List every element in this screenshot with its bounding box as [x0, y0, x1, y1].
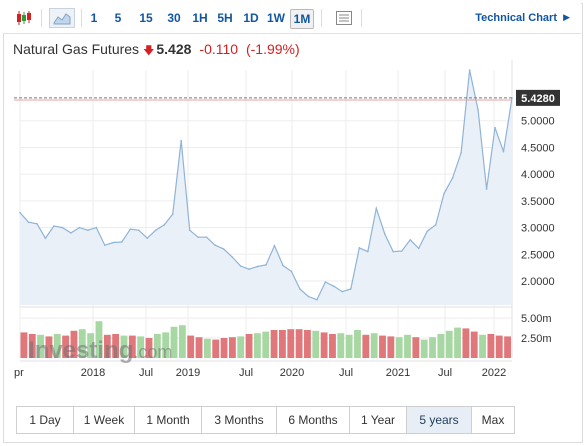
range-max[interactable]: Max	[481, 413, 505, 427]
range-1-week[interactable]: 1 Week	[74, 407, 135, 433]
area-chart-icon[interactable]	[49, 8, 75, 28]
quote-header: Natural Gas Futures 🡇 5.428 -0.110 (-1.99%)	[13, 41, 300, 59]
interval-1w[interactable]: 1W	[267, 11, 285, 25]
last-price: 5.428	[156, 41, 192, 57]
chevron-right-icon[interactable]: ▶	[563, 12, 570, 22]
price-change: -0.110	[199, 41, 239, 57]
price-change-percent: (-1.99%)	[245, 41, 300, 57]
toolbar-separator	[321, 9, 322, 27]
interval-1h[interactable]: 1H	[192, 11, 208, 25]
down-arrow-icon: 🡇	[143, 45, 155, 57]
table-view-icon[interactable]	[333, 8, 355, 28]
interval-5[interactable]: 5	[114, 11, 122, 25]
interval-5h[interactable]: 5H	[217, 11, 233, 25]
chart-toolbar: 1 5 15 30 1H 5H 1D 1W 1M Technical Chart…	[3, 3, 581, 34]
range-selector: 1 Day 1 Week 1 Month 3 Months 6 Months 1…	[16, 406, 515, 434]
toolbar-separator	[81, 9, 82, 27]
range-3-months[interactable]: 3 Months	[202, 407, 277, 433]
toolbar-separator	[41, 9, 42, 27]
range-6-months[interactable]: 6 Months	[277, 407, 350, 433]
candlestick-chart-icon[interactable]	[13, 8, 35, 28]
toolbar-separator	[361, 9, 362, 27]
interval-1m[interactable]: 1M	[290, 9, 314, 29]
interval-1d[interactable]: 1D	[243, 11, 259, 25]
technical-chart-link[interactable]: Technical Chart	[475, 12, 557, 24]
range-1-day[interactable]: 1 Day	[17, 407, 74, 433]
range-5-years[interactable]: 5 years	[407, 407, 472, 433]
interval-30[interactable]: 30	[167, 11, 181, 25]
range-1-year[interactable]: 1 Year	[350, 407, 407, 433]
instrument-name: Natural Gas Futures	[13, 41, 140, 57]
chart-widget	[3, 3, 583, 443]
range-1-month[interactable]: 1 Month	[135, 407, 202, 433]
interval-15[interactable]: 15	[139, 11, 153, 25]
interval-1[interactable]: 1	[90, 11, 98, 25]
